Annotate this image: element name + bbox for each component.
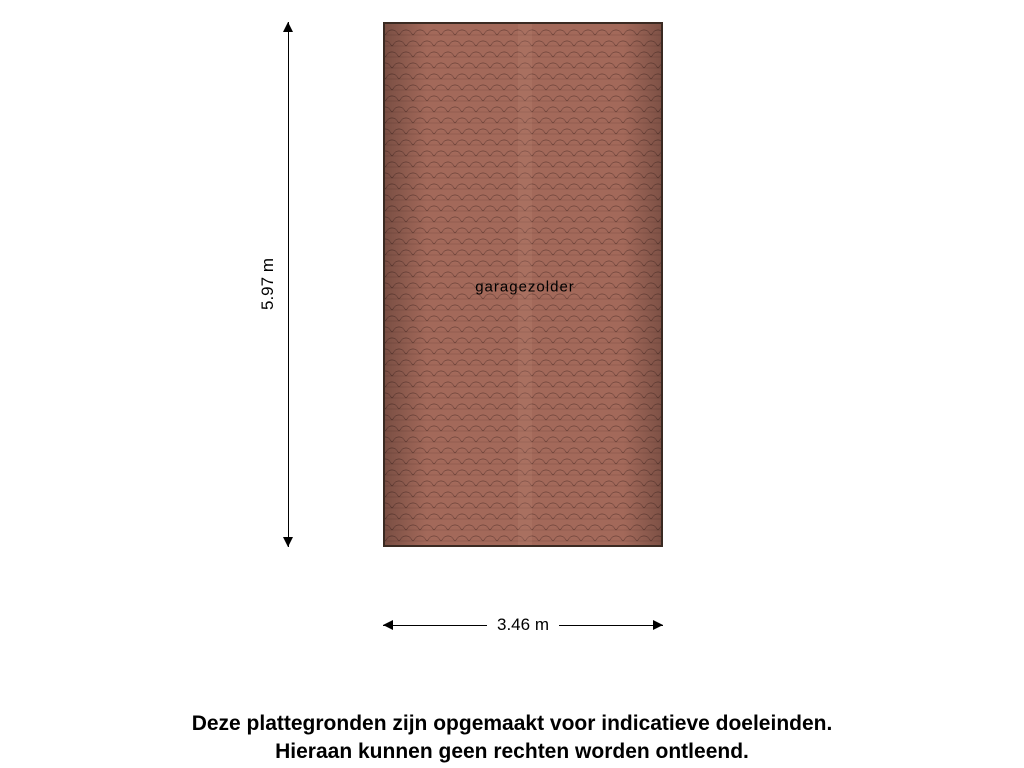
roof-area: garagezolder — [383, 22, 663, 547]
disclaimer-line-1: Deze plattegronden zijn opgemaakt voor i… — [192, 712, 833, 735]
disclaimer-text: Deze plattegronden zijn opgemaakt voor i… — [0, 710, 1024, 767]
dimension-line-vertical — [288, 22, 289, 547]
dimension-arrow-up — [283, 22, 293, 32]
disclaimer-line-2: Hieraan kunnen geen rechten worden ontle… — [275, 740, 749, 763]
dimension-arrow-right — [653, 620, 663, 630]
dimension-label-vertical: 5.97 m — [258, 258, 278, 310]
dimension-arrow-down — [283, 537, 293, 547]
room-label: garagezolder — [475, 278, 575, 295]
dimension-label-horizontal: 3.46 m — [487, 615, 559, 635]
dimension-arrow-left — [383, 620, 393, 630]
floorplan-canvas: garagezolder 5.97 m 3.46 m Deze plattegr… — [0, 0, 1024, 768]
